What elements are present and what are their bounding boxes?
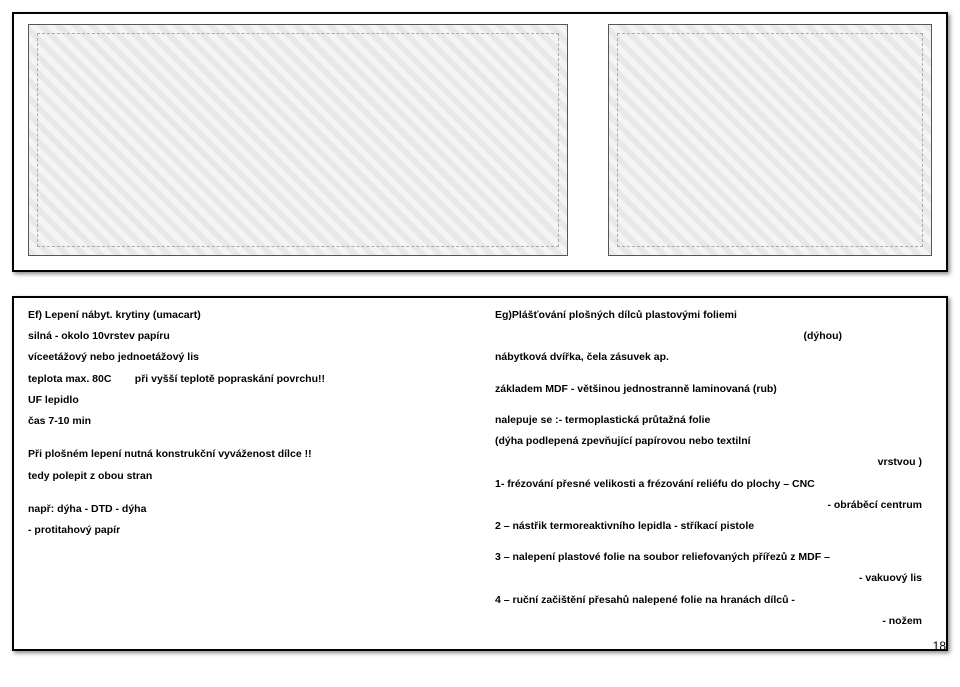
tech-diagram-right [608,24,933,256]
right-r3: nalepuje se :- termoplastická průtažná f… [495,413,932,428]
right-r6: 1- frézování přesné velikosti a frézován… [495,477,932,492]
left-l5: čas 7-10 min [28,414,465,429]
left-l2: víceetážový nebo jednoetážový lis [28,350,465,365]
right-title1: Eg)Plášťování plošných dílců plastovými … [495,308,932,323]
page-number: 18 [933,639,946,653]
right-r1: nábytková dvířka, čela zásuvek ap. [495,350,932,365]
right-r6b: - obráběcí centrum [495,498,932,513]
left-l3: teplota max. 80C při vyšší teplotě popra… [28,372,465,387]
left-l9: - protitahový papír [28,523,465,538]
right-column: Eg)Plášťování plošných dílců plastovými … [495,308,932,635]
right-r8b: - vakuový lis [495,571,932,586]
slide-text: Ef) Lepení nábyt. krytiny (umacart) siln… [12,296,948,651]
slide-images [12,12,948,272]
right-r8: 3 – nalepení plastové folie na soubor re… [495,550,932,565]
left-l3b: při vyšší teplotě popraskání povrchu!! [135,373,325,385]
left-l8: např: dýha - DTD - dýha [28,502,465,517]
left-l6: Při plošném lepení nutná konstrukční vyv… [28,447,465,462]
left-l7: tedy polepit z obou stran [28,469,465,484]
left-l4: UF lepidlo [28,393,465,408]
right-r4: (dýha podlepená zpevňující papírovou neb… [495,434,932,449]
right-r7: 2 – nástřik termoreaktivního lepidla - s… [495,519,932,534]
left-l3a: teplota max. 80C [28,373,111,385]
right-r9b: - nožem [495,614,932,629]
right-r5: vrstvou ) [495,455,932,470]
right-r2: základem MDF - většinou jednostranně lam… [495,382,932,397]
tech-diagram-left [28,24,568,256]
left-column: Ef) Lepení nábyt. krytiny (umacart) siln… [28,308,465,635]
left-title: Ef) Lepení nábyt. krytiny (umacart) [28,308,465,323]
left-l1: silná - okolo 10vrstev papíru [28,329,465,344]
right-r9: 4 – ruční začištění přesahů nalepené fol… [495,593,932,608]
right-title2: (dýhou) [495,329,932,344]
